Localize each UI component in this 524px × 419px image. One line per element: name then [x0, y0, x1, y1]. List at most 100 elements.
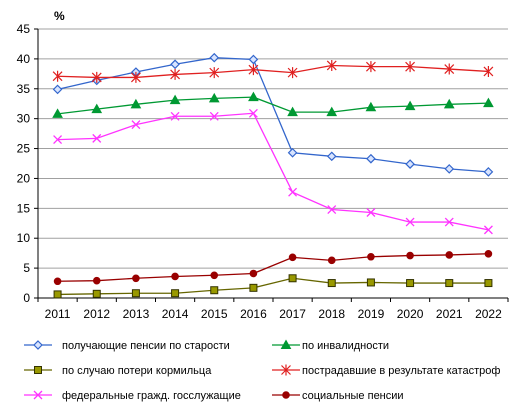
- series-3: [53, 274, 493, 299]
- data-point: [366, 278, 375, 287]
- data-point: [484, 279, 493, 288]
- series-2: [52, 91, 494, 118]
- data-point: [169, 94, 181, 105]
- x-tick-label: 2012: [83, 307, 110, 321]
- legend-label: по случаю потери кормильца: [62, 365, 212, 377]
- data-point: [52, 108, 63, 118]
- data-point: [287, 106, 298, 117]
- y-tick-label: 5: [23, 261, 30, 275]
- x-tick-label: 2015: [201, 307, 228, 321]
- legend-swatch-marker: [280, 339, 292, 349]
- data-point: [288, 274, 297, 283]
- data-point: [445, 251, 454, 259]
- series-4: [52, 59, 494, 83]
- series-6: [53, 249, 493, 286]
- legend-label: по инвалидности: [302, 340, 389, 352]
- data-point: [248, 108, 258, 118]
- legend-item: социальные пенсии: [272, 390, 404, 402]
- data-point: [171, 272, 179, 281]
- legend-label: получающие пенсии по старости: [62, 340, 230, 352]
- data-point: [130, 98, 142, 109]
- data-point: [406, 251, 414, 260]
- data-point: [326, 151, 337, 162]
- x-tick-label: 2014: [162, 307, 189, 321]
- data-point: [287, 147, 298, 158]
- x-tick-label: 2017: [279, 307, 306, 321]
- data-point: [483, 65, 494, 77]
- data-point: [483, 167, 494, 177]
- legend-swatch-marker: [33, 390, 43, 400]
- y-tick-label: 40: [17, 52, 31, 66]
- legend: получающие пенсии по старости по инвалидн…: [24, 339, 500, 402]
- legend-label: социальные пенсии: [302, 390, 404, 402]
- series-5: [53, 108, 493, 235]
- data-point: [132, 274, 140, 283]
- legend-swatch-marker: [33, 340, 43, 350]
- data-point: [171, 289, 180, 298]
- data-point: [327, 256, 336, 265]
- data-point: [483, 97, 494, 108]
- data-point: [52, 84, 63, 95]
- data-point: [443, 98, 455, 109]
- y-tick-label: 20: [17, 171, 31, 185]
- data-point: [248, 64, 259, 76]
- data-point: [52, 70, 63, 82]
- data-point: [483, 225, 493, 235]
- data-point: [444, 63, 455, 75]
- data-point: [91, 71, 102, 83]
- data-point: [484, 249, 493, 258]
- series-line: [57, 277, 489, 296]
- data-point: [405, 61, 416, 73]
- legend-swatch-marker: [282, 391, 290, 399]
- legend-item: получающие пенсии по старости: [24, 340, 230, 352]
- data-point: [209, 111, 219, 121]
- data-point: [249, 283, 258, 292]
- data-point: [131, 120, 141, 130]
- data-point: [444, 217, 454, 227]
- data-point: [366, 208, 376, 217]
- x-axis-tick-labels: 2011 2012 2013 2014 2015 2016 2017 2018 2019 2020…: [45, 307, 502, 321]
- data-point: [367, 252, 375, 261]
- series-1: [52, 52, 494, 177]
- x-tick-label: 2020: [397, 307, 424, 321]
- data-point: [405, 217, 415, 227]
- legend-label: федеральные гражд. госслужащие: [62, 390, 241, 402]
- chart-series: [52, 52, 494, 299]
- data-point: [365, 61, 376, 73]
- data-point: [131, 289, 140, 298]
- data-point: [365, 101, 377, 112]
- data-point: [53, 135, 63, 145]
- x-tick-label: 2022: [475, 307, 502, 321]
- data-point: [326, 106, 338, 117]
- y-tick-label: 25: [17, 142, 31, 156]
- data-point: [444, 164, 455, 174]
- x-tick-label: 2019: [358, 307, 385, 321]
- legend-item: по случаю потери кормильца: [24, 365, 212, 377]
- data-point: [209, 52, 220, 63]
- data-point: [208, 92, 220, 103]
- data-point: [249, 269, 258, 278]
- data-point: [327, 205, 337, 214]
- data-point: [92, 289, 101, 298]
- y-tick-label: 0: [23, 291, 30, 305]
- x-tick-label: 2021: [436, 307, 463, 321]
- data-point: [170, 59, 180, 70]
- data-point: [210, 286, 219, 295]
- y-tick-label: 45: [17, 22, 31, 36]
- x-tick-label: 2016: [240, 307, 267, 321]
- series-line: [57, 96, 489, 115]
- data-point: [327, 279, 336, 288]
- data-point: [445, 279, 454, 288]
- data-point: [405, 159, 415, 169]
- y-tick-label: 30: [17, 112, 31, 126]
- data-point: [287, 67, 298, 79]
- data-point: [248, 54, 259, 65]
- y-tick-label: 10: [17, 231, 31, 245]
- data-point: [92, 276, 101, 285]
- data-point: [130, 71, 141, 83]
- data-point: [53, 277, 62, 286]
- data-point: [326, 59, 337, 71]
- legend-label: пострадавшие в результате катастроф: [302, 365, 500, 377]
- data-point: [404, 100, 416, 111]
